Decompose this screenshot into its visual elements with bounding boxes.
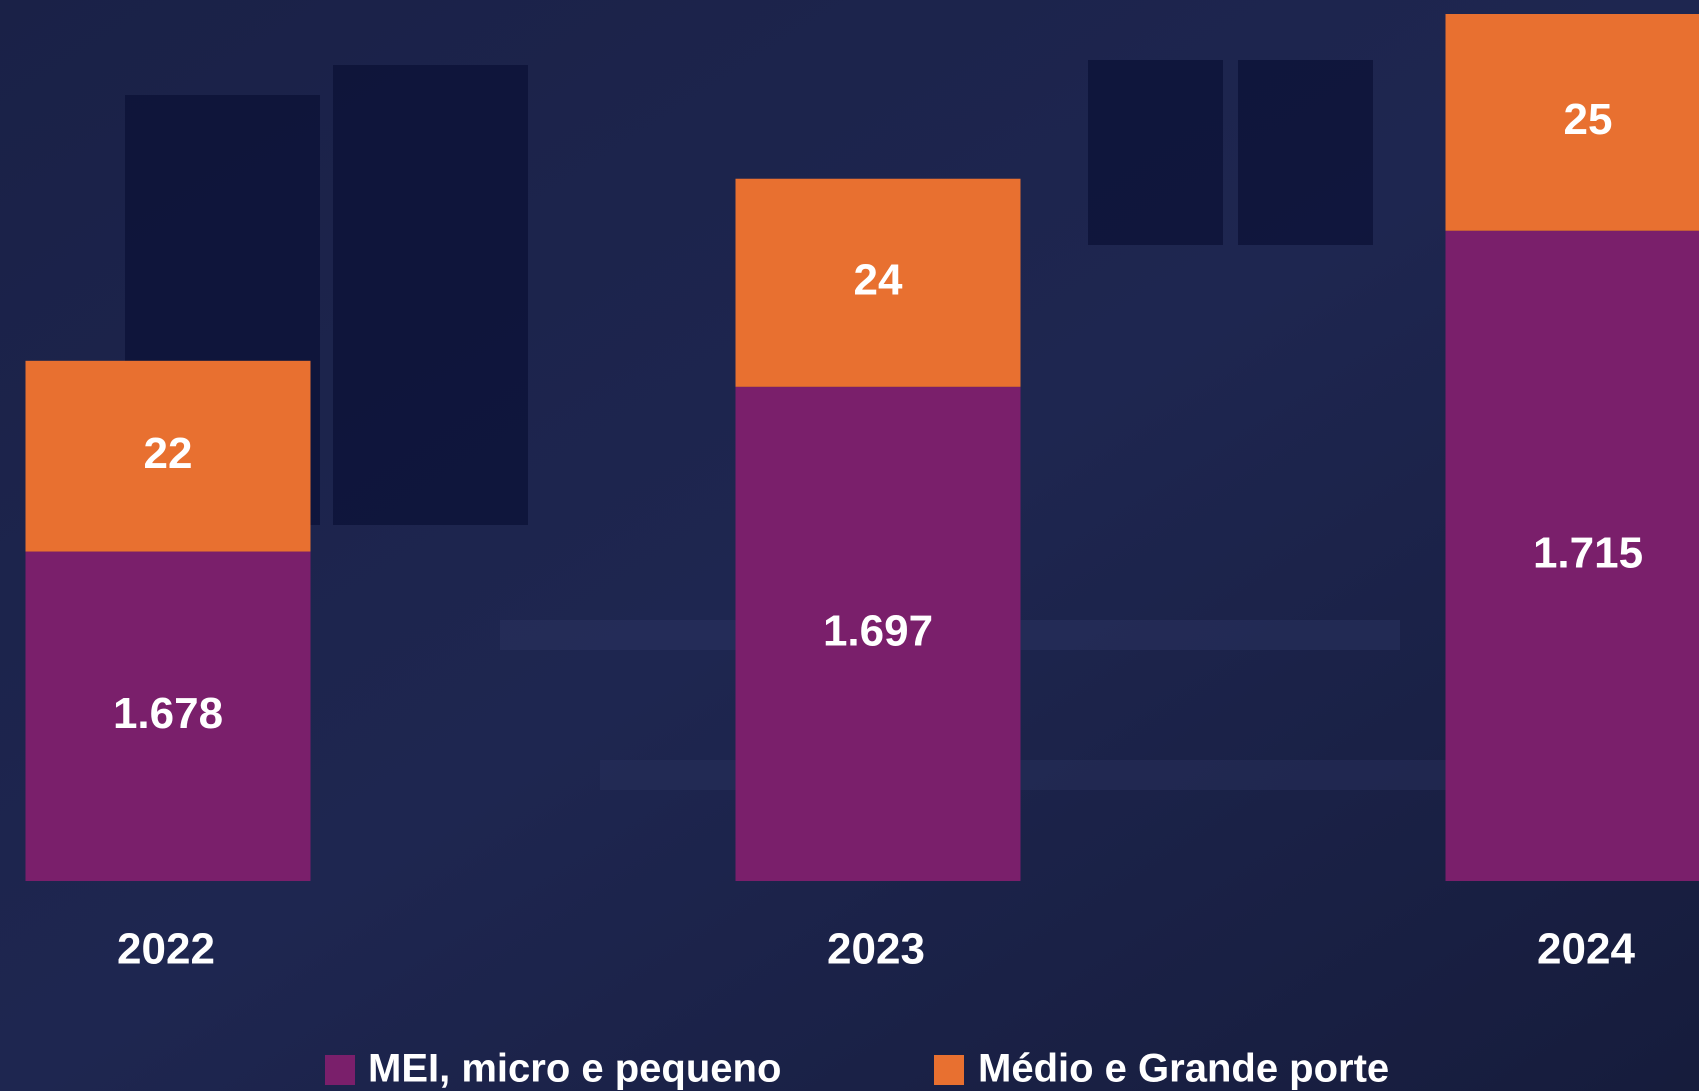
legend-swatch <box>934 1055 964 1085</box>
window <box>333 65 528 525</box>
legend-swatch <box>325 1055 355 1085</box>
value-label: 22 <box>144 429 193 478</box>
legend-label: Médio e Grande porte <box>978 1047 1389 1091</box>
value-label: 1.715 <box>1533 529 1643 578</box>
value-label: 24 <box>854 255 903 304</box>
x-tick-label: 2023 <box>827 925 925 974</box>
chart: 1.678 22 2022 1.697 24 2023 1.715 25 2024 MEI, mi… <box>0 0 1699 1091</box>
legend-label: MEI, micro e pequeno <box>368 1047 781 1091</box>
window <box>1238 60 1373 245</box>
value-label: 1.697 <box>823 607 933 656</box>
x-tick-label: 2024 <box>1537 925 1635 974</box>
x-tick-label: 2022 <box>117 925 215 974</box>
window <box>1088 60 1223 245</box>
value-label: 25 <box>1564 95 1613 144</box>
value-label: 1.678 <box>113 689 223 738</box>
desk <box>600 760 1500 790</box>
